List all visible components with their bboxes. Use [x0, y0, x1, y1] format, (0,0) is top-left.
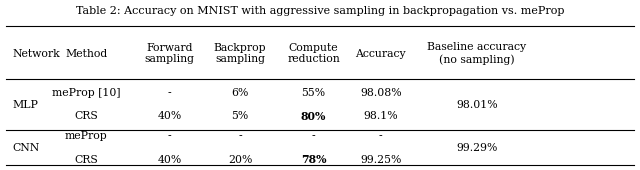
Text: CRS: CRS	[74, 155, 99, 165]
Text: Method: Method	[65, 49, 108, 58]
Text: -: -	[238, 131, 242, 141]
Text: 40%: 40%	[157, 112, 182, 121]
Text: Backprop
sampling: Backprop sampling	[214, 43, 266, 64]
Text: 78%: 78%	[301, 154, 326, 165]
Text: Baseline accuracy
(no sampling): Baseline accuracy (no sampling)	[428, 42, 526, 65]
Text: 98.01%: 98.01%	[456, 100, 498, 109]
Text: -: -	[168, 131, 172, 141]
Text: meProp [10]: meProp [10]	[52, 88, 121, 98]
Text: 55%: 55%	[301, 88, 326, 98]
Text: MLP: MLP	[13, 100, 38, 109]
Text: 99.29%: 99.29%	[456, 143, 497, 153]
Text: meProp: meProp	[65, 131, 108, 141]
Text: 98.08%: 98.08%	[360, 88, 402, 98]
Text: Table 2: Accuracy on MNIST with aggressive sampling in backpropagation vs. mePro: Table 2: Accuracy on MNIST with aggressi…	[76, 6, 564, 16]
Text: Network: Network	[13, 49, 61, 58]
Text: 99.25%: 99.25%	[360, 155, 401, 165]
Text: Forward
sampling: Forward sampling	[145, 43, 195, 64]
Text: 5%: 5%	[232, 112, 248, 121]
Text: -: -	[168, 88, 172, 98]
Text: 98.1%: 98.1%	[364, 112, 398, 121]
Text: CNN: CNN	[13, 143, 40, 153]
Text: Compute
reduction: Compute reduction	[287, 43, 340, 64]
Text: 80%: 80%	[301, 111, 326, 122]
Text: -: -	[312, 131, 316, 141]
Text: 6%: 6%	[231, 88, 249, 98]
Text: CRS: CRS	[74, 112, 99, 121]
Text: -: -	[379, 131, 383, 141]
Text: 40%: 40%	[157, 155, 182, 165]
Text: 20%: 20%	[228, 155, 252, 165]
Text: Accuracy: Accuracy	[355, 49, 406, 58]
